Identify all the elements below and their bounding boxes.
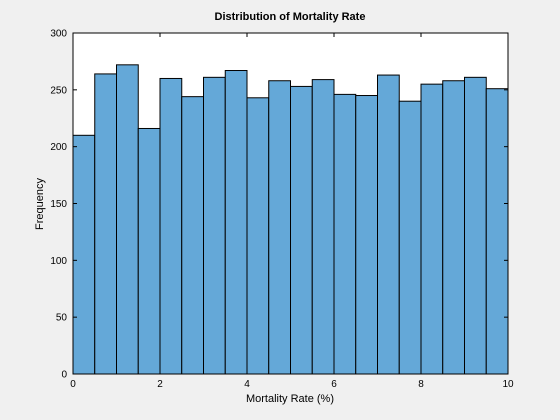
y-tick-label: 0	[61, 370, 67, 381]
y-tick-label: 250	[50, 85, 67, 96]
histogram-bar	[399, 101, 421, 374]
histogram-bar	[486, 89, 508, 374]
histogram-bar	[356, 96, 378, 374]
histogram-bar	[247, 98, 269, 374]
histogram-bar	[117, 65, 139, 374]
y-tick-label: 100	[50, 256, 67, 267]
histogram-bar	[465, 77, 487, 374]
y-tick-label: 300	[50, 29, 67, 40]
x-tick-label: 8	[418, 379, 424, 390]
histogram-bar	[95, 74, 117, 374]
histogram-bar	[138, 128, 160, 374]
y-tick-label: 200	[50, 142, 67, 153]
y-tick-label: 150	[50, 199, 67, 210]
histogram-bar	[269, 81, 291, 374]
x-tick-label: 2	[157, 379, 163, 390]
x-tick-label: 6	[331, 379, 337, 390]
histogram-bar	[291, 86, 313, 374]
histogram-bar	[334, 94, 356, 374]
x-axis-label: Mortality Rate (%)	[246, 393, 334, 405]
histogram-bar	[204, 77, 226, 374]
histogram-bar	[182, 97, 204, 374]
y-axis-label: Frequency	[34, 178, 46, 230]
histogram-bar	[73, 135, 95, 374]
histogram-bar	[160, 78, 182, 374]
chart-title: Distribution of Mortality Rate	[215, 11, 366, 23]
histogram-bar	[312, 80, 334, 374]
histogram-bar	[443, 81, 465, 374]
x-tick-label: 10	[502, 379, 514, 390]
x-tick-label: 4	[244, 379, 250, 390]
y-tick-label: 50	[56, 313, 68, 324]
histogram-bar	[421, 84, 443, 374]
histogram-bar	[378, 75, 400, 374]
bars-group	[73, 65, 508, 374]
x-tick-label: 0	[70, 379, 76, 390]
histogram-bar	[225, 71, 247, 374]
